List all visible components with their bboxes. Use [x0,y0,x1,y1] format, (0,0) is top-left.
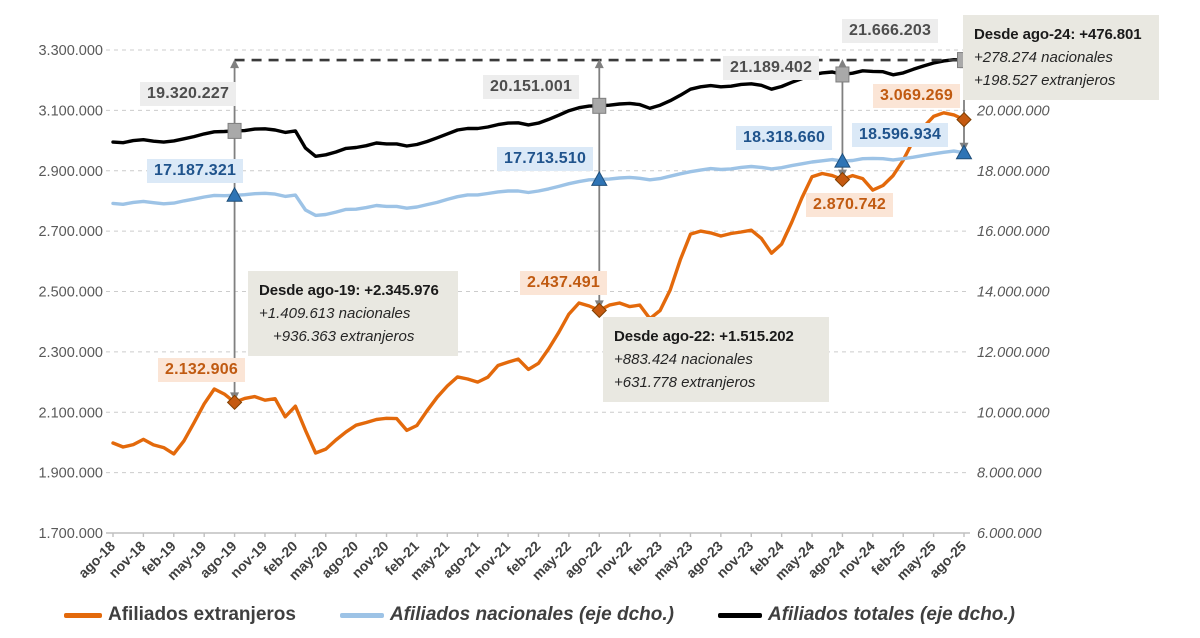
marker-total-ago-19 [227,122,242,139]
label-total-ago22: 20.151.001 [483,75,580,99]
right-axis-tick-label: 10.000.000 [977,405,1050,421]
label-nacionales-ago25: 18.596.934 [852,123,949,147]
left-axis-tick-label: 1.700.000 [38,526,103,542]
legend-item-totales: Afiliados totales (eje dcho.) [717,604,1016,626]
callout-line-extranjeros: +631.778 extranjeros [614,374,756,391]
legend-swatch-totales [717,612,762,618]
right-axis-tick-label: 16.000.000 [977,224,1050,240]
legend-swatch-extranjeros [64,612,102,618]
marker-extranjeros-ago-24 [834,171,851,188]
right-axis-tick-label: 8.000.000 [977,466,1042,482]
legend-swatch-nacionales [339,612,384,618]
callout-line-nacionales: +1.409.613 nacionales [259,305,411,322]
label-extranjeros-ago24: 2.870.742 [806,193,893,217]
marker-nacionales-ago-22 [590,170,608,186]
callout-desde-ago24: Desde ago-24: +476.801 +278.274 nacional… [963,15,1159,100]
legend-label-nacionales: Afiliados nacionales (eje dcho.) [389,604,674,625]
marker-nacionales-ago-25 [955,144,973,160]
legend-label-totales: Afiliados totales (eje dcho.) [767,604,1016,625]
series-line-extranjeros [111,111,966,456]
callout-title: Desde ago-19: +2.345.976 [259,282,439,299]
marker-total-ago-24 [835,66,850,83]
marker-extranjeros-ago-22 [591,302,607,319]
callout-desde-ago22: Desde ago-22: +1.515.202 +883.424 nacion… [603,317,829,402]
marker-nacionales-ago-24 [834,152,851,168]
arrowhead-up-icon [594,59,604,69]
arrowhead-up-icon [837,59,847,69]
label-nacionales-ago19: 17.187.321 [147,159,244,183]
right-axis-tick-label: 6.000.000 [977,526,1042,542]
left-axis-tick-label: 1.900.000 [38,466,103,482]
left-axis-tick-label: 2.500.000 [38,285,103,301]
arrowhead-up-icon [230,59,240,69]
marker-total-ago-22 [592,97,607,114]
label-nacionales-ago24: 18.318.660 [736,126,833,150]
right-axis-tick-label: 14.000.000 [977,285,1050,301]
label-total-ago24: 21.189.402 [723,56,820,80]
left-axis-tick-label: 2.300.000 [38,345,103,361]
left-axis-tick-label: 2.700.000 [38,224,103,240]
label-extranjeros-ago19: 2.132.906 [158,358,245,382]
right-axis-tick-label: 20.000.000 [976,103,1050,119]
legend-item-nacionales: Afiliados nacionales (eje dcho.) [339,604,674,626]
label-total-ago25: 21.666.203 [842,19,939,43]
left-axis-tick-label: 2.100.000 [38,405,103,421]
callout-title: Desde ago-22: +1.515.202 [614,328,794,345]
series-line-totales [111,58,966,159]
legend-item-extranjeros: Afiliados extranjeros [64,604,296,626]
label-extranjeros-ago22: 2.437.491 [520,271,607,295]
left-axis-tick-label: 3.300.000 [38,43,103,59]
label-nacionales-ago22: 17.713.510 [497,147,594,171]
callout-desde-ago19: Desde ago-19: +2.345.976 +1.409.613 naci… [248,271,458,356]
left-axis-tick-label: 2.900.000 [38,164,103,180]
legend-label-extranjeros: Afiliados extranjeros [108,604,296,625]
marker-extranjeros-ago-19 [226,394,243,411]
label-total-ago19: 19.320.227 [140,82,237,106]
marker-extranjeros-ago-25 [956,111,972,128]
chart-canvas: 3.300.000 3.100.000 2.900.000 2.700.000 2.50… [38,43,1050,583]
right-axis-tick-label: 18.000.000 [977,164,1050,180]
callout-title: Desde ago-24: +476.801 [974,26,1142,43]
right-axis-tick-label: 12.000.000 [977,345,1050,361]
callout-line-extranjeros: +198.527 extranjeros [974,72,1116,89]
left-axis-tick-label: 3.100.000 [38,103,103,119]
label-extranjeros-ago25: 3.069.269 [873,84,960,108]
series-line-nacionales [111,149,966,218]
legend: Afiliados extranjeros Afiliados nacional… [0,604,1200,626]
callout-line-nacionales: +278.274 nacionales [974,49,1113,66]
callout-line-extranjeros: +936.363 extranjeros [273,328,415,345]
callout-line-nacionales: +883.424 nacionales [614,351,753,368]
marker-nacionales-ago-19 [226,186,243,202]
